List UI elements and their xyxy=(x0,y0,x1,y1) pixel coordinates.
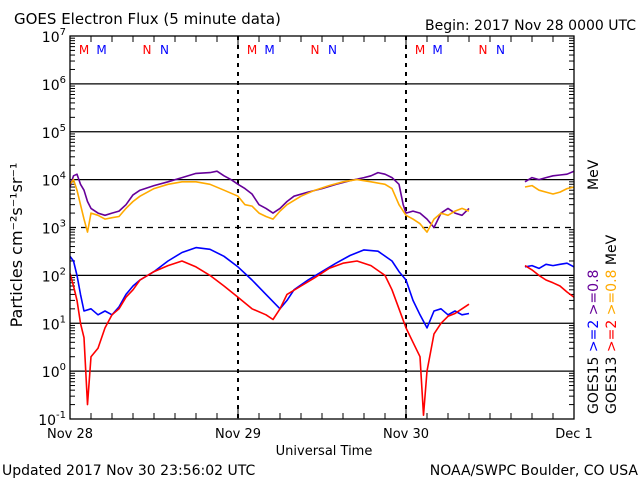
local-time-marker: M xyxy=(247,43,257,57)
footer-updated: Updated 2017 Nov 30 23:56:02 UTC xyxy=(2,463,255,479)
series-line xyxy=(524,264,574,298)
local-time-marker: M xyxy=(432,43,442,57)
series-line xyxy=(524,262,574,270)
series-line xyxy=(70,260,470,416)
y-tick-label: 100 xyxy=(42,362,66,381)
legend-unit: MeV xyxy=(586,159,602,190)
y-tick-label: 10-1 xyxy=(38,410,66,429)
local-time-marker: M xyxy=(264,43,274,57)
x-tick-label: Dec 1 xyxy=(555,427,593,442)
series-line xyxy=(524,184,574,195)
local-time-marker: M xyxy=(96,43,106,57)
series-line xyxy=(70,170,470,229)
x-tick-label: Nov 29 xyxy=(215,427,261,442)
plot-frame xyxy=(69,35,575,420)
series-line xyxy=(524,170,574,183)
legend-goes13: GOES13 >=2 >=0.8 MeV xyxy=(604,234,620,414)
local-time-marker: N xyxy=(496,43,505,57)
y-axis-title: Particles cm⁻²s⁻¹sr⁻¹ xyxy=(7,163,26,328)
series-line xyxy=(70,246,470,329)
y-tick-label: 106 xyxy=(42,75,66,94)
y-tick-label: 105 xyxy=(42,123,66,142)
y-tick-label: 102 xyxy=(42,266,66,285)
local-time-marker: N xyxy=(143,43,152,57)
footer-credit: NOAA/SWPC Boulder, CO USA xyxy=(430,463,639,479)
y-tick-label: 107 xyxy=(42,27,66,46)
y-tick-label: 103 xyxy=(42,219,66,238)
local-time-marker: N xyxy=(328,43,337,57)
x-tick-label: Nov 28 xyxy=(47,427,93,442)
local-time-marker: M xyxy=(415,43,425,57)
local-time-marker: M xyxy=(79,43,89,57)
series-line xyxy=(70,178,470,233)
x-tick-label: Nov 30 xyxy=(383,427,429,442)
local-time-marker: N xyxy=(160,43,169,57)
chart-title: GOES Electron Flux (5 minute data) xyxy=(14,10,281,28)
y-tick-label: 101 xyxy=(42,314,66,333)
local-time-marker: N xyxy=(479,43,488,57)
y-tick-label: 104 xyxy=(42,171,66,190)
begin-label: Begin: 2017 Nov 28 0000 UTC xyxy=(425,18,636,34)
x-axis-title: Universal Time xyxy=(276,444,373,459)
local-time-marker: N xyxy=(311,43,320,57)
legend-goes15: GOES15 >=2 >=0.8 xyxy=(586,270,602,414)
